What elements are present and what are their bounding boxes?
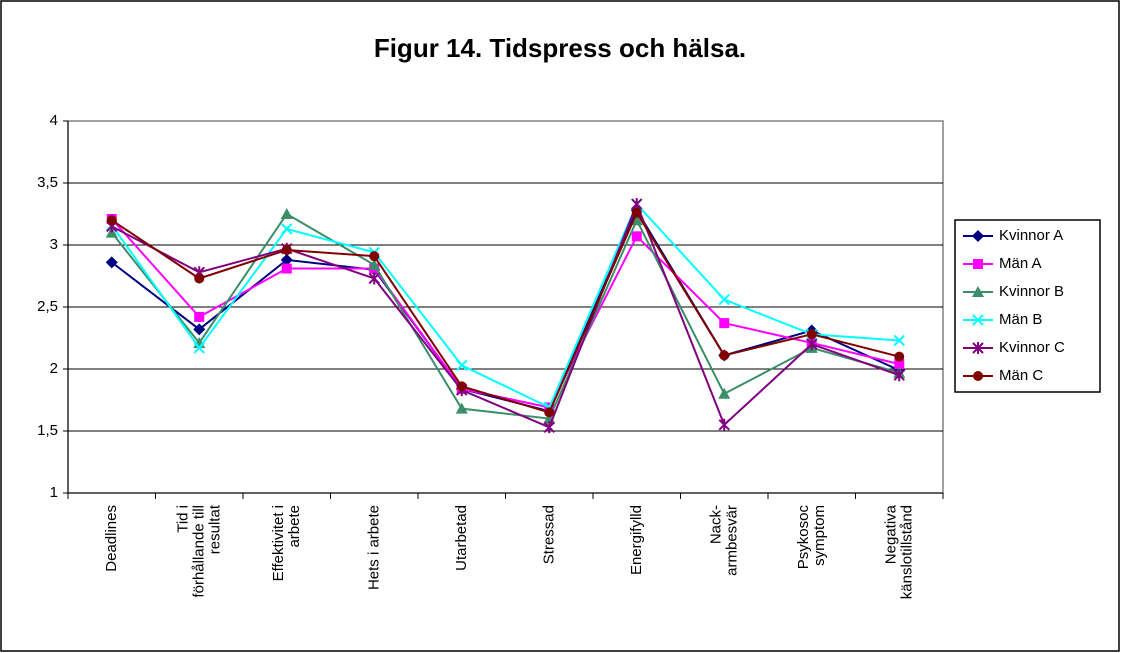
marker: [194, 273, 205, 284]
marker: [455, 402, 468, 414]
legend-box: [954, 219, 1101, 393]
marker: [193, 323, 206, 336]
legend-label: Kvinnor A: [999, 227, 1063, 244]
y-tick-label: 1,5: [37, 422, 58, 439]
legend-marker: [973, 371, 983, 381]
legend-label: Män B: [999, 311, 1042, 328]
marker: [718, 293, 730, 306]
marker: [280, 253, 293, 266]
marker: [193, 342, 205, 354]
marker: [631, 207, 642, 218]
y-tick-label: 3,5: [37, 174, 58, 191]
marker: [718, 418, 730, 431]
legend-marker: [973, 259, 983, 269]
marker: [544, 407, 555, 418]
x-tick-label: Tid iförhållande tillresultat: [174, 504, 223, 597]
legend-label: Kvinnor C: [999, 339, 1065, 356]
marker: [281, 223, 293, 235]
chart-title: Figur 14. Tidspress och hälsa.: [374, 33, 746, 63]
legend-marker: [972, 314, 984, 326]
x-tick-label: Energifylld: [628, 505, 645, 575]
marker: [719, 318, 730, 329]
marker: [369, 251, 380, 262]
marker: [630, 214, 643, 226]
marker: [894, 359, 905, 370]
y-tick-label: 2: [50, 360, 58, 377]
marker: [456, 381, 467, 392]
marker: [281, 263, 292, 274]
marker: [893, 334, 905, 347]
marker: [719, 350, 730, 361]
legend-label: Män C: [999, 367, 1043, 384]
x-tick-label: Negativakänslotillstånd: [882, 504, 915, 599]
marker: [105, 256, 118, 269]
x-tick-label: Deadlines: [103, 505, 120, 572]
marker: [368, 272, 380, 285]
marker: [456, 359, 468, 371]
y-tick-label: 4: [50, 112, 58, 129]
x-tick-label: Hets i arbete: [365, 505, 382, 590]
marker: [368, 258, 381, 270]
series-line: [110, 202, 900, 409]
marker: [718, 387, 731, 399]
x-tick-label: Utarbetad: [453, 505, 470, 571]
legend-label: Kvinnor B: [999, 283, 1064, 300]
marker: [194, 311, 205, 322]
marker: [806, 338, 818, 351]
marker: [280, 208, 293, 219]
x-tick-label: Nack-armbesvär: [707, 505, 740, 576]
series-line: [111, 201, 900, 429]
marker: [106, 215, 117, 226]
marker: [281, 244, 292, 255]
marker: [806, 329, 817, 340]
x-tick-label: Psykosocsymptom: [795, 505, 828, 570]
marker: [631, 231, 642, 242]
marker: [543, 421, 555, 434]
y-tick-label: 3: [50, 236, 58, 253]
legend-label: Män A: [999, 255, 1042, 272]
marker: [893, 369, 905, 382]
x-tick-label: Effektivitet iarbete: [270, 505, 303, 581]
y-tick-label: 1: [50, 484, 58, 501]
legend-marker: [972, 230, 984, 242]
marker: [894, 351, 905, 362]
series-line: [110, 212, 900, 420]
x-tick-label: Stressad: [540, 505, 557, 564]
y-tick-label: 2,5: [37, 298, 58, 315]
series-line: [111, 218, 900, 409]
legend-marker: [972, 342, 984, 354]
legend-marker: [972, 286, 984, 297]
series-line: [111, 210, 900, 414]
